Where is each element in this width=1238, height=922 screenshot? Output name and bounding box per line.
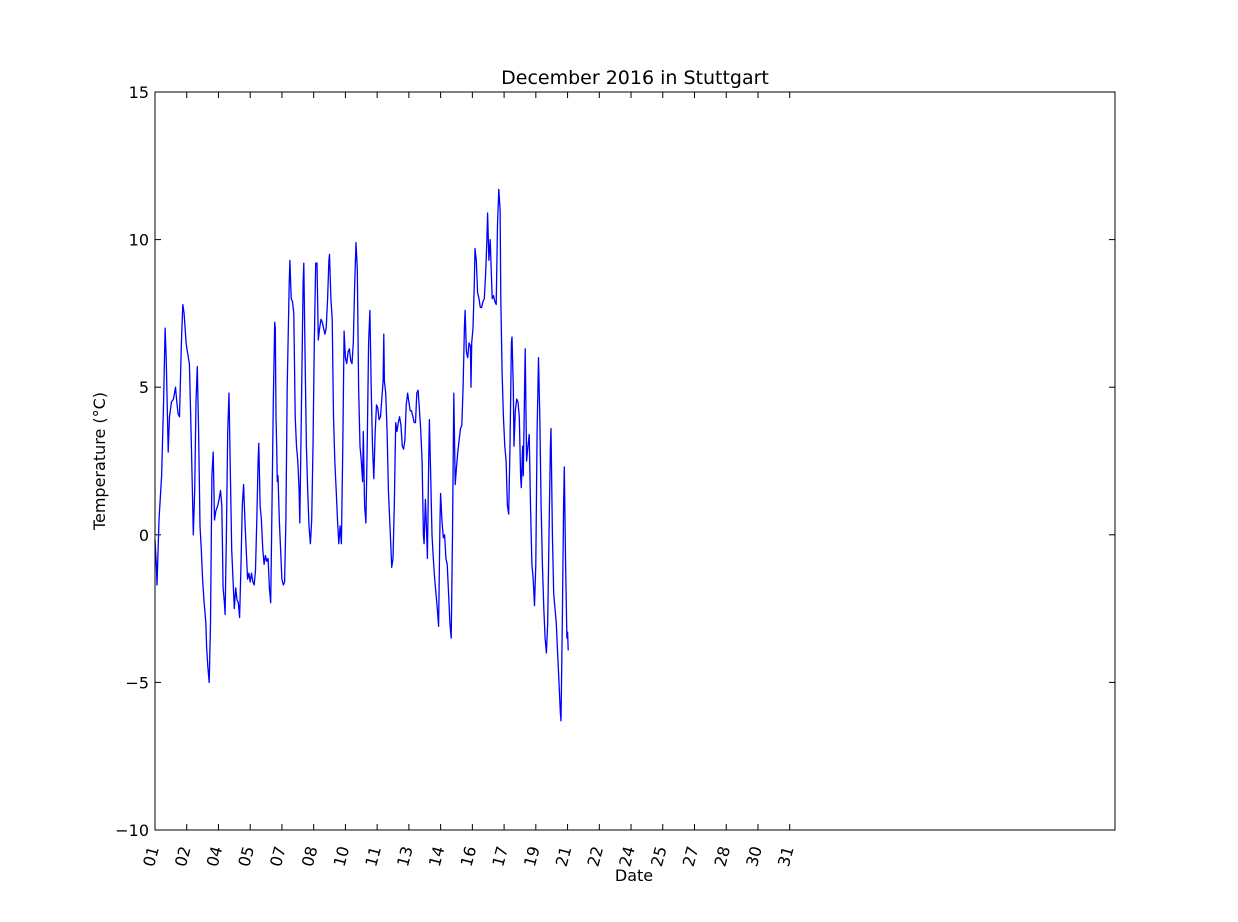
x-tick-label: 13 bbox=[393, 844, 417, 869]
x-tick-label: 31 bbox=[774, 844, 798, 869]
x-tick-label: 05 bbox=[234, 844, 258, 869]
temperature-series-line bbox=[154, 188, 569, 722]
x-tick-label: 14 bbox=[425, 844, 449, 869]
x-tick-label: 01 bbox=[139, 844, 163, 869]
y-tick-label: 0 bbox=[139, 526, 149, 545]
x-tick-label: 28 bbox=[710, 844, 734, 869]
x-tick-label: 11 bbox=[361, 844, 385, 869]
x-tick-label: 27 bbox=[679, 844, 703, 869]
x-tick-label: 30 bbox=[742, 844, 766, 869]
x-tick-label: 16 bbox=[457, 844, 481, 869]
x-tick-label: 04 bbox=[203, 844, 227, 869]
x-tick-label: 08 bbox=[298, 844, 322, 869]
x-tick-label: 21 bbox=[552, 844, 576, 869]
x-tick-label: 25 bbox=[647, 844, 671, 869]
chart-title: December 2016 in Stuttgart bbox=[501, 67, 769, 89]
x-tick-label: 02 bbox=[171, 844, 195, 869]
x-tick-label: 22 bbox=[584, 844, 608, 869]
y-tick-label: 5 bbox=[139, 378, 149, 397]
x-tick-label: 19 bbox=[520, 844, 544, 869]
x-tick-label: 17 bbox=[488, 844, 512, 869]
y-tick-label: −5 bbox=[125, 673, 149, 692]
y-tick-label: −10 bbox=[115, 821, 149, 840]
x-axis-title: Date bbox=[615, 866, 653, 885]
x-tick-label: 10 bbox=[330, 844, 354, 869]
x-tick-label: 07 bbox=[266, 844, 290, 869]
x-axis-ticks: 01 02 04 05 07 08 10 11 13 14 16 17 19 21 22 24 25 27 28 30… bbox=[139, 92, 798, 869]
y-axis-title: Temperature (°C) bbox=[90, 392, 109, 531]
x-tick-label: 24 bbox=[615, 844, 639, 869]
y-axis-ticks: −10 −5 0 5 10 15 bbox=[115, 83, 1115, 840]
plot-frame bbox=[154, 91, 1116, 831]
y-tick-label: 10 bbox=[129, 231, 149, 250]
y-tick-label: 15 bbox=[129, 83, 149, 102]
series-layer bbox=[154, 188, 569, 722]
